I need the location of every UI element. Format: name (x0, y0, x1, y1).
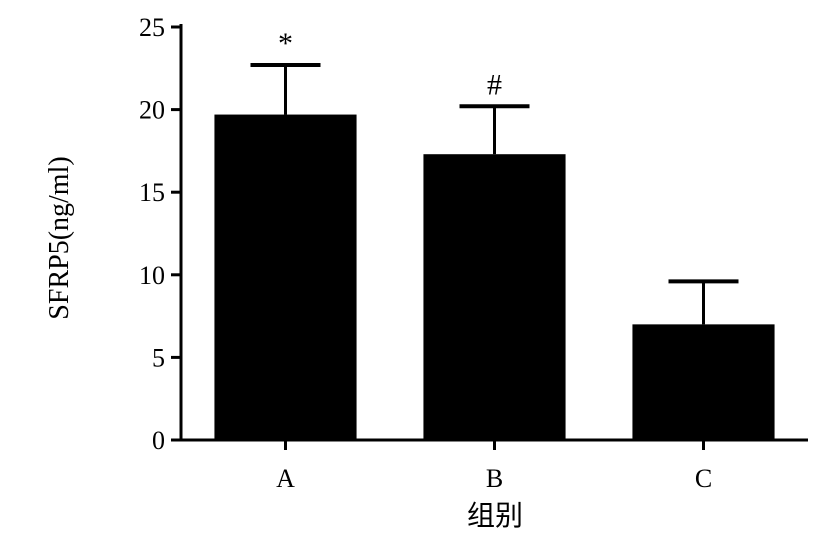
significance-marker-B: # (487, 68, 502, 101)
x-tick-label-B: B (486, 464, 503, 493)
y-tick-label: 15 (139, 178, 165, 207)
bar-A (214, 114, 357, 440)
labels-layer: 组别 SFRP5(ng/ml) (44, 156, 523, 532)
x-tick-label-C: C (695, 464, 712, 493)
bar-C (632, 324, 775, 440)
y-tick-label: 20 (139, 96, 165, 125)
axes-layer: 0 5 10 15 20 25 A B C (139, 13, 808, 493)
x-tick-label-A: A (276, 464, 295, 493)
y-tick-label: 0 (152, 426, 165, 455)
x-axis-label: 组别 (467, 500, 523, 532)
y-tick-label: 5 (152, 343, 165, 372)
y-axis-label: SFRP5(ng/ml) (44, 156, 75, 319)
y-tick-label: 10 (139, 261, 165, 290)
bars-layer: *# (214, 27, 775, 441)
y-tick-label: 25 (139, 13, 165, 42)
bar-B (423, 154, 566, 441)
significance-marker-A: * (278, 27, 293, 60)
